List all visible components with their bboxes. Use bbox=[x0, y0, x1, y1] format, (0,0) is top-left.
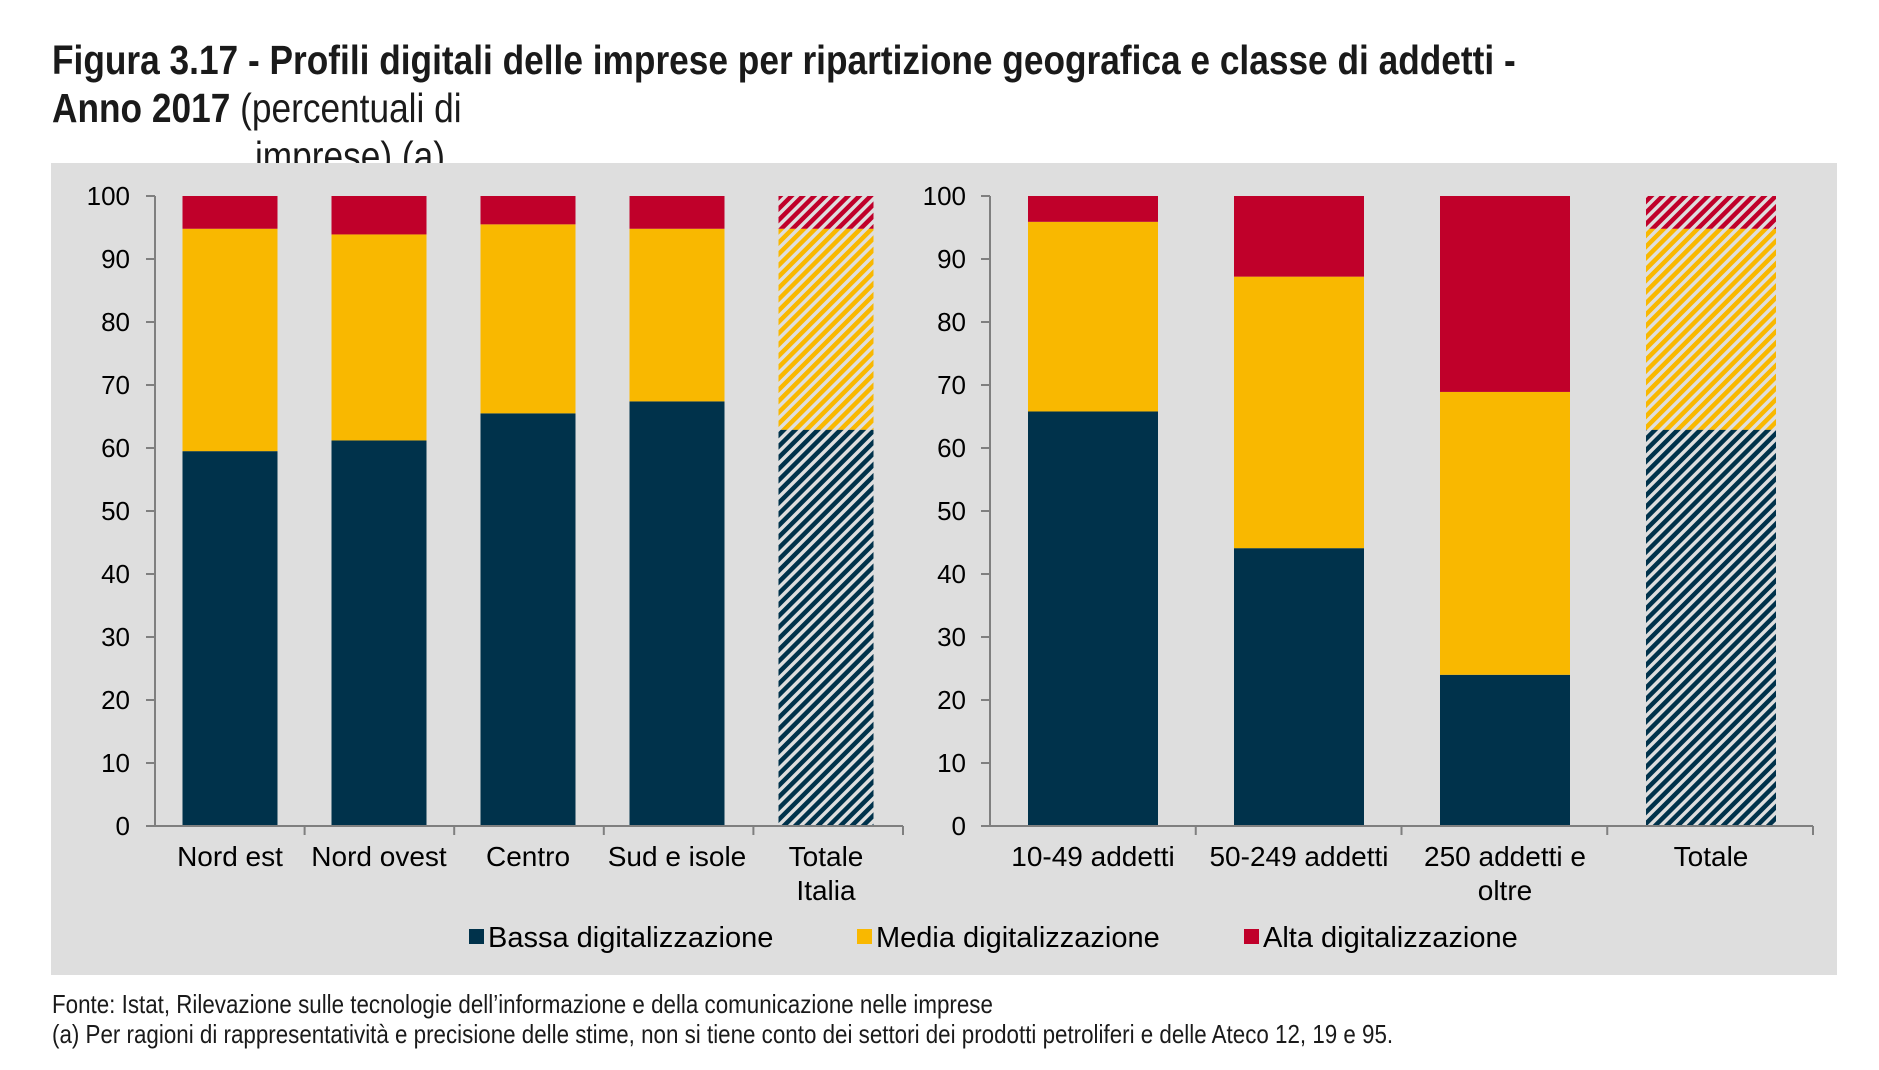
x-tick-label-line: 10-49 addetti bbox=[1011, 841, 1174, 872]
y-tick-label: 30 bbox=[937, 622, 966, 652]
x-tick-label-250-addetti-e-oltre: 250 addetti e oltre bbox=[1424, 841, 1586, 906]
y-tick-label: 70 bbox=[101, 370, 130, 400]
bar-10-49-addetti-alta-digitalizzazione bbox=[1028, 196, 1158, 222]
x-tick-label-line: Nord est bbox=[177, 841, 283, 872]
figure-title: Figura 3.17 - Profili digitali delle imp… bbox=[52, 36, 1583, 180]
y-tick-label: 80 bbox=[937, 307, 966, 337]
x-tick-label-nord-est: Nord est bbox=[177, 841, 283, 872]
legend-swatch-alta bbox=[1244, 929, 1259, 944]
y-tick-label: 20 bbox=[101, 685, 130, 715]
x-tick-label-centro: Centro bbox=[486, 841, 570, 872]
x-tick-label-sud-e-isole: Sud e isole bbox=[608, 841, 747, 872]
bar-nord-est-bassa-digitalizzazione bbox=[182, 451, 278, 826]
y-tick-label: 60 bbox=[101, 433, 130, 463]
chart-1: 0 10 20 30 40 50 60 70 80 90 100 Nord est Nord ovest… bbox=[87, 181, 904, 906]
y-tick-label: 60 bbox=[937, 433, 966, 463]
bar-sud-e-isole-alta-digitalizzazione bbox=[629, 196, 725, 229]
bar-nord-ovest-media-digitalizzazione bbox=[331, 234, 427, 441]
bar-sud-e-isole-bassa-digitalizzazione bbox=[629, 401, 725, 826]
y-tick-label: 20 bbox=[937, 685, 966, 715]
x-tick-label-totale-italia: Totale Italia bbox=[789, 841, 864, 906]
bar-totale-italia-bassa-digitalizzazione bbox=[778, 429, 874, 826]
legend-item-bassa: Bassa digitalizzazione bbox=[469, 922, 773, 955]
y-tick-label: 50 bbox=[101, 496, 130, 526]
x-tick-label-line: 250 addetti e bbox=[1424, 841, 1586, 872]
chart-2: 0 10 20 30 40 50 60 70 80 90 100 10-49 addetti 50-24… bbox=[923, 181, 1814, 906]
legend: Bassa digitalizzazione Media digitalizza… bbox=[0, 922, 1879, 962]
x-tick-label-line: 50-249 addetti bbox=[1209, 841, 1388, 872]
legend-item-media: Media digitalizzazione bbox=[857, 922, 1160, 955]
bar-10-49-addetti-bassa-digitalizzazione bbox=[1028, 411, 1158, 826]
bar-250-addetti-e-oltre-alta-digitalizzazione bbox=[1440, 196, 1570, 392]
legend-item-alta: Alta digitalizzazione bbox=[1244, 922, 1518, 955]
bar-10-49-addetti-media-digitalizzazione bbox=[1028, 221, 1158, 412]
y-tick-label: 40 bbox=[101, 559, 130, 589]
y-tick-label: 100 bbox=[87, 181, 130, 211]
x-tick-label-line: Sud e isole bbox=[608, 841, 747, 872]
y-tick-label: 30 bbox=[101, 622, 130, 652]
y-tick-label: 70 bbox=[937, 370, 966, 400]
x-tick-label-10-49-addetti: 10-49 addetti bbox=[1011, 841, 1174, 872]
bar-totale-alta-digitalizzazione bbox=[1646, 196, 1776, 229]
figure-title-bold: Figura 3.17 - Profili digitali delle imp… bbox=[52, 37, 1516, 131]
bar-50-249-addetti-bassa-digitalizzazione bbox=[1234, 548, 1364, 826]
figure-title-rest: (percentuali di bbox=[230, 85, 462, 131]
x-tick-label-line: Totale bbox=[1674, 841, 1749, 872]
x-tick-label-line: Centro bbox=[486, 841, 570, 872]
legend-label-bassa: Bassa digitalizzazione bbox=[488, 922, 774, 954]
bar-totale-italia-alta-digitalizzazione bbox=[778, 196, 874, 229]
y-tick-label: 90 bbox=[101, 244, 130, 274]
bar-nord-est-alta-digitalizzazione bbox=[182, 196, 278, 229]
bar-totale-italia-media-digitalizzazione bbox=[778, 228, 874, 430]
x-tick-label-nord-ovest: Nord ovest bbox=[311, 841, 447, 872]
y-tick-label: 80 bbox=[101, 307, 130, 337]
legend-label-media: Media digitalizzazione bbox=[876, 922, 1160, 954]
legend-swatch-bassa bbox=[469, 929, 484, 944]
x-tick-label-line: oltre bbox=[1478, 875, 1532, 906]
source-note: Fonte: Istat, Rilevazione sulle tecnolog… bbox=[52, 989, 993, 1019]
bar-totale-media-digitalizzazione bbox=[1646, 228, 1776, 430]
bar-sud-e-isole-media-digitalizzazione bbox=[629, 228, 725, 402]
y-tick-label: 40 bbox=[937, 559, 966, 589]
legend-label-alta: Alta digitalizzazione bbox=[1263, 922, 1518, 954]
bar-centro-bassa-digitalizzazione bbox=[480, 413, 576, 826]
x-tick-label-50-249-addetti: 50-249 addetti bbox=[1209, 841, 1388, 872]
x-tick-label-line: Nord ovest bbox=[311, 841, 447, 872]
y-tick-label: 100 bbox=[923, 181, 966, 211]
bar-nord-est-media-digitalizzazione bbox=[182, 228, 278, 452]
bar-nord-ovest-alta-digitalizzazione bbox=[331, 196, 427, 235]
y-tick-label: 10 bbox=[101, 748, 130, 778]
y-tick-label: 50 bbox=[937, 496, 966, 526]
y-tick-label: 10 bbox=[937, 748, 966, 778]
bar-nord-ovest-bassa-digitalizzazione bbox=[331, 440, 427, 826]
bar-totale-bassa-digitalizzazione bbox=[1646, 429, 1776, 826]
bar-centro-alta-digitalizzazione bbox=[480, 196, 576, 225]
footnotes: Fonte: Istat, Rilevazione sulle tecnolog… bbox=[52, 989, 1600, 1049]
y-tick-label: 0 bbox=[116, 811, 130, 841]
y-tick-label: 0 bbox=[952, 811, 966, 841]
legend-swatch-media bbox=[857, 929, 872, 944]
y-tick-label: 90 bbox=[937, 244, 966, 274]
bar-50-249-addetti-alta-digitalizzazione bbox=[1234, 196, 1364, 277]
bar-250-addetti-e-oltre-bassa-digitalizzazione bbox=[1440, 674, 1570, 826]
x-tick-label-line: Italia bbox=[796, 875, 856, 906]
x-tick-label-totale: Totale bbox=[1674, 841, 1749, 872]
bar-50-249-addetti-media-digitalizzazione bbox=[1234, 276, 1364, 549]
bar-250-addetti-e-oltre-media-digitalizzazione bbox=[1440, 391, 1570, 675]
footnote-a: (a) Per ragioni di rappresentatività e p… bbox=[52, 1019, 1394, 1049]
bar-centro-media-digitalizzazione bbox=[480, 224, 576, 414]
x-tick-label-line: Totale bbox=[789, 841, 864, 872]
